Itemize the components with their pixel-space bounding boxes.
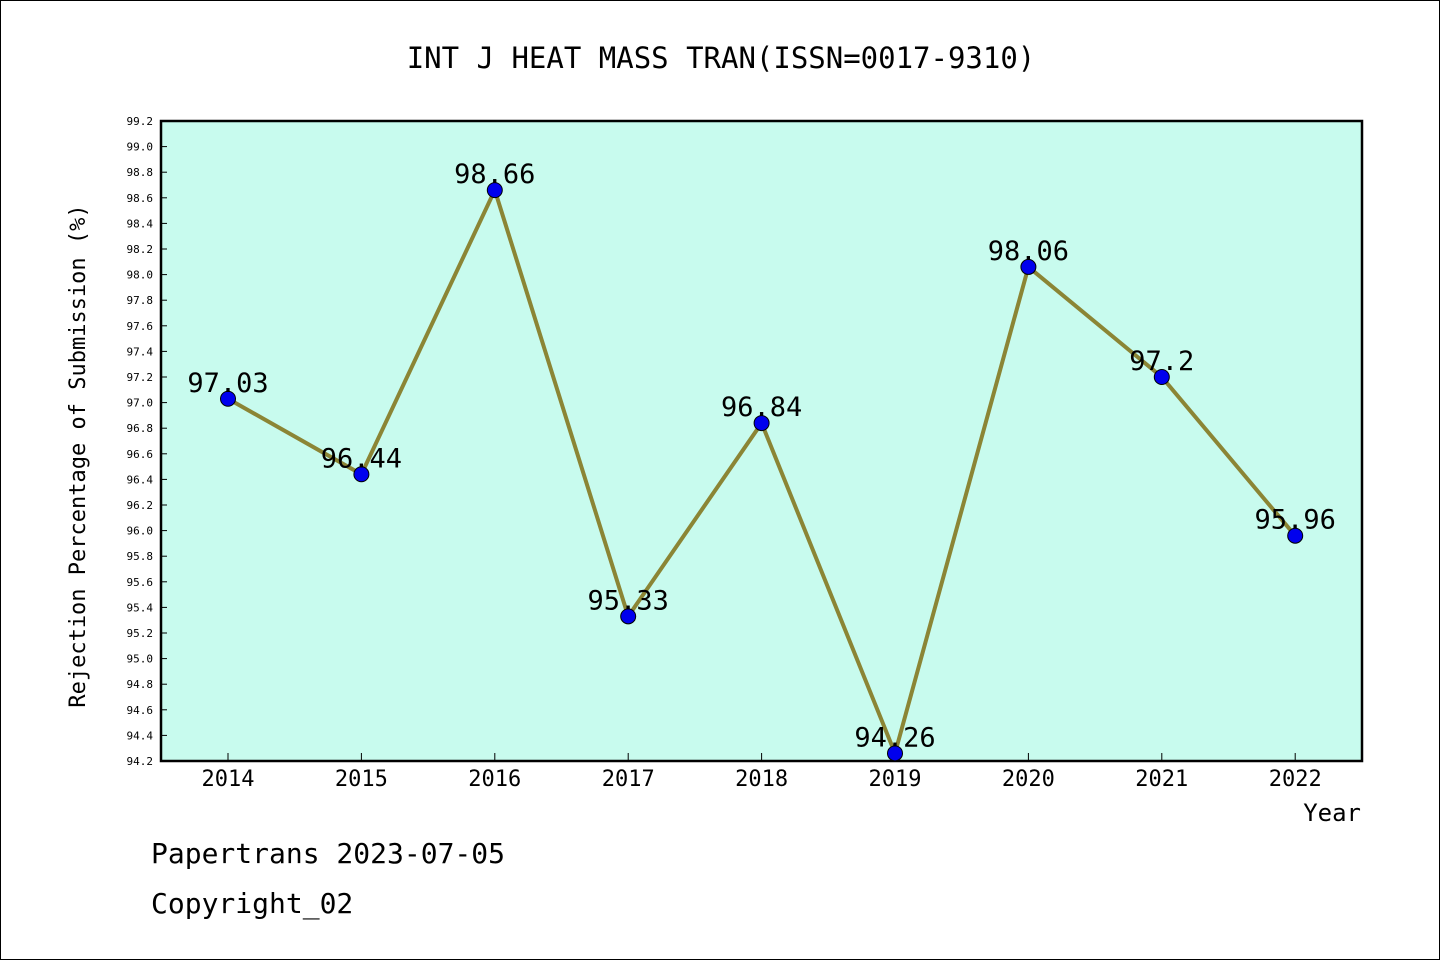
data-point [1153,369,1170,385]
data-label: 97.03 [187,368,268,399]
y-tick-label: 95.4 [127,601,154,614]
y-tick-label: 98.0 [127,269,154,282]
x-tick-label: 2015 [335,767,388,792]
footer-date-line: Papertrans 2023-07-05 [151,837,506,870]
data-point [620,608,637,625]
x-tick-label: 2020 [1002,767,1055,792]
y-tick-label: 96.8 [127,422,154,435]
data-point [486,182,503,199]
data-point [220,390,236,407]
x-axis-label: Year [1303,799,1361,827]
data-point [353,466,370,483]
x-tick-label: 2014 [202,767,255,792]
x-tick-label: 2019 [869,767,922,792]
data-label: 97.2 [1129,346,1194,377]
y-axis-ticks: 94.2 94.4 94.6 94.8 95.0 95.2 95.4 95.6 95.8 96.0… [127,115,167,768]
data-label: 96.44 [321,443,402,474]
y-tick-label: 99.2 [127,115,154,128]
data-label: 98.66 [454,159,535,190]
x-tick-label: 2021 [1135,767,1188,792]
y-tick-label: 96.0 [127,525,154,538]
y-tick-label: 99.0 [127,141,154,154]
chart-title: INT J HEAT MASS TRAN(ISSN=0017-9310) [407,41,1036,75]
y-tick-label: 98.2 [127,243,154,256]
y-tick-label: 97.4 [127,345,154,358]
data-label: 96.84 [721,392,802,423]
data-point [887,745,903,762]
data-markers [220,182,1304,762]
data-label: 95.33 [588,585,669,616]
y-tick-label: 95.6 [127,576,154,589]
x-tick-label: 2018 [735,767,788,792]
y-tick-label: 97.2 [127,371,154,384]
y-tick-label: 95.8 [127,550,154,563]
y-tick-label: 98.6 [127,192,154,205]
y-tick-label: 96.6 [127,448,154,461]
y-tick-label: 96.4 [127,473,154,486]
y-tick-label: 94.4 [127,729,154,742]
data-label: 95.96 [1255,505,1336,536]
footer-copyright: Copyright_02 [151,887,354,920]
y-tick-label: 97.0 [127,397,154,410]
y-tick-label: 94.6 [127,704,154,717]
y-tick-label: 94.2 [127,755,154,768]
y-tick-label: 97.6 [127,320,154,333]
y-tick-label: 95.2 [127,627,154,640]
y-tick-label: 98.4 [127,217,154,230]
y-axis-label: Rejection Percentage of Submission (%) [66,204,91,707]
data-label: 98.06 [988,236,1069,267]
data-label: 94.26 [854,722,935,753]
y-tick-label: 95.0 [127,653,154,666]
x-tick-label: 2017 [602,767,655,792]
data-labels: 97.03 96.44 98.66 95.33 96.84 94.26 98.06 97.2 9… [187,159,1335,753]
y-tick-label: 96.2 [127,499,154,512]
data-point [1020,258,1037,275]
x-axis-ticks: 2014 2015 2016 2017 2018 2019 2020 2021 2022 [202,753,1322,792]
y-tick-label: 97.8 [127,294,154,307]
x-tick-label: 2016 [468,767,521,792]
data-point [1287,527,1304,544]
y-tick-label: 94.8 [127,678,154,691]
x-tick-label: 2022 [1269,767,1322,792]
data-point [753,415,770,432]
plot-area [159,119,1364,763]
y-tick-label: 98.8 [127,166,154,179]
